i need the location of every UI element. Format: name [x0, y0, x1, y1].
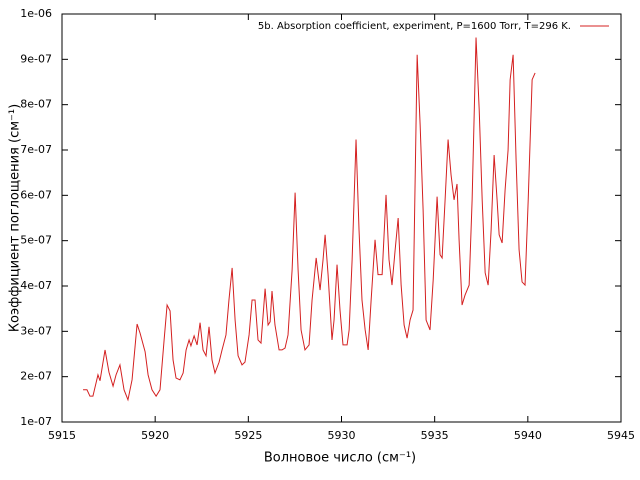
x-tick-label: 5940: [514, 429, 542, 442]
x-tick-label: 5925: [234, 429, 262, 442]
y-tick-label: 6e-07: [20, 188, 52, 201]
x-tick-label: 5920: [141, 429, 169, 442]
y-tick-label: 3e-07: [20, 324, 52, 337]
y-tick-label: 7e-07: [20, 143, 52, 156]
y-tick-label: 1e-06: [20, 7, 52, 20]
x-axis-label: Волновое число (см⁻¹): [264, 451, 416, 466]
y-tick-label: 5e-07: [20, 234, 52, 247]
x-tick-label: 5935: [421, 429, 449, 442]
x-tick-label: 5930: [328, 429, 356, 442]
x-tick-label: 5945: [607, 429, 635, 442]
y-tick-label: 4e-07: [20, 279, 52, 292]
y-tick-label: 9e-07: [20, 52, 52, 65]
y-tick-label: 2e-07: [20, 370, 52, 383]
y-tick-label: 1e-07: [20, 415, 52, 428]
y-axis-label: Коэффициент поглощения (см⁻¹): [8, 104, 23, 332]
y-tick-label: 8e-07: [20, 98, 52, 111]
x-tick-label: 5915: [48, 429, 76, 442]
legend-label: 5b. Absorption coefficient, experiment, …: [258, 21, 571, 32]
data-line: [83, 37, 536, 402]
